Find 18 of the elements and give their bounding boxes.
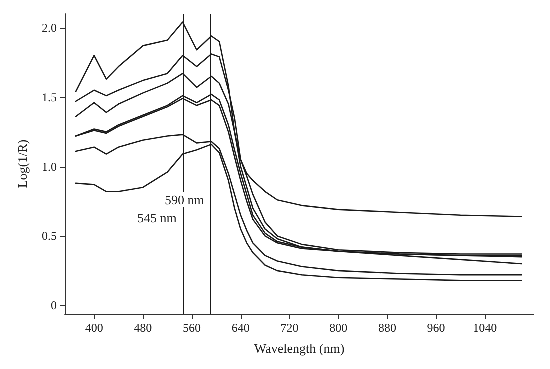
y-tick-label: 2.0	[42, 20, 57, 35]
x-tick-label: 960	[427, 321, 446, 335]
x-tick-label: 800	[330, 321, 348, 335]
y-axis-title: Log(1/R)	[15, 140, 30, 188]
y-tick-label: 1.5	[42, 90, 57, 104]
x-tick-label: 1040	[473, 321, 498, 335]
x-tick-label: 880	[378, 321, 396, 335]
y-tick-label: 1.0	[42, 160, 57, 174]
x-tick-label: 720	[280, 321, 299, 335]
ref-line-label: 545 nm	[137, 210, 177, 226]
y-tick-label: 0	[51, 298, 57, 313]
x-tick-label: 640	[232, 321, 250, 335]
ref-line-label: 590 nm	[164, 192, 204, 208]
x-tick-label: 480	[134, 321, 152, 335]
x-tick-label: 400	[85, 321, 104, 335]
x-tick-label: 560	[183, 321, 202, 335]
x-axis-title: Wavelength (nm)	[254, 341, 345, 356]
y-tick-label: 0.5	[42, 229, 57, 244]
